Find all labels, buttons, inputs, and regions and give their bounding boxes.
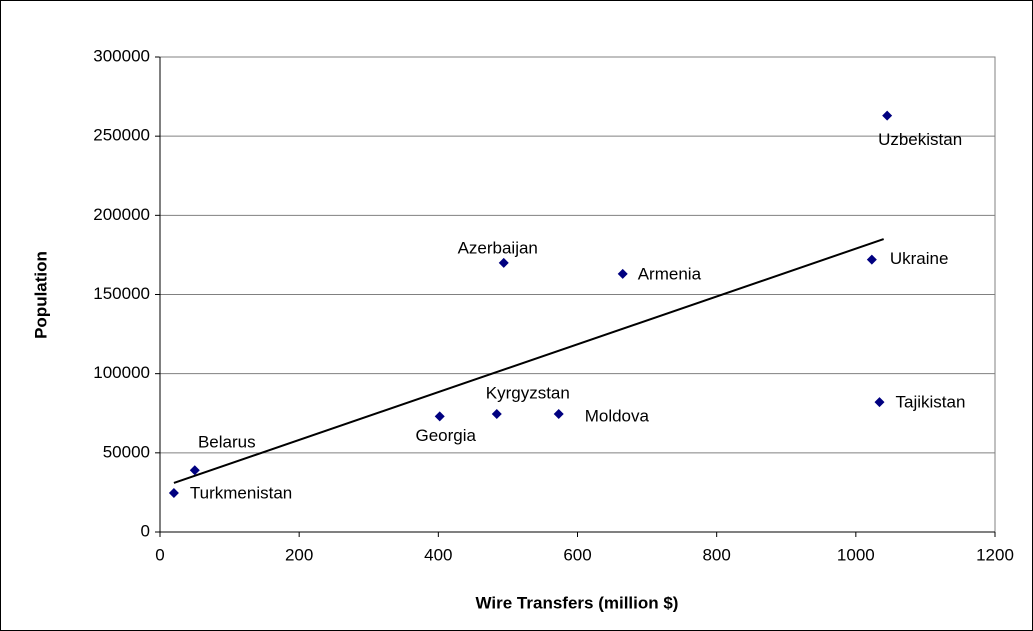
trendline: [173, 238, 884, 484]
x-tick-label: 200: [285, 545, 313, 564]
y-tick-label: 0: [141, 521, 150, 540]
data-point: [498, 257, 509, 268]
point-label: Tajikistan: [895, 393, 965, 412]
point-label: Belarus: [198, 433, 256, 452]
y-tick-label: 300000: [93, 46, 150, 65]
y-axis-title: Population: [31, 251, 50, 339]
data-point: [617, 268, 628, 279]
y-tick-label: 200000: [93, 205, 150, 224]
data-point: [882, 110, 893, 121]
y-tick-label: 50000: [103, 442, 150, 461]
data-point: [491, 409, 502, 420]
data-point: [434, 411, 445, 422]
y-tick-label: 100000: [93, 363, 150, 382]
point-label: Ukraine: [890, 249, 949, 268]
data-point: [189, 465, 200, 476]
point-label: Kyrgyzstan: [486, 384, 570, 403]
data-point: [553, 409, 564, 420]
point-label: Armenia: [638, 264, 702, 283]
y-tick-label: 250000: [93, 126, 150, 145]
x-tick-label: 800: [702, 545, 730, 564]
data-point: [168, 488, 179, 499]
x-tick-label: 600: [563, 545, 591, 564]
x-tick-label: 1200: [976, 545, 1014, 564]
point-label: Turkmenistan: [190, 484, 292, 503]
point-label: Uzbekistan: [878, 130, 962, 149]
data-point: [874, 397, 885, 408]
point-label: Moldova: [585, 407, 650, 426]
x-tick-label: 400: [424, 545, 452, 564]
data-point: [866, 254, 877, 265]
x-axis-title: Wire Transfers (million $): [476, 593, 679, 612]
y-tick-label: 150000: [93, 284, 150, 303]
point-label: Georgia: [415, 426, 476, 445]
x-tick-label: 0: [155, 545, 164, 564]
point-label: Azerbaijan: [458, 238, 538, 257]
x-tick-label: 1000: [837, 545, 875, 564]
